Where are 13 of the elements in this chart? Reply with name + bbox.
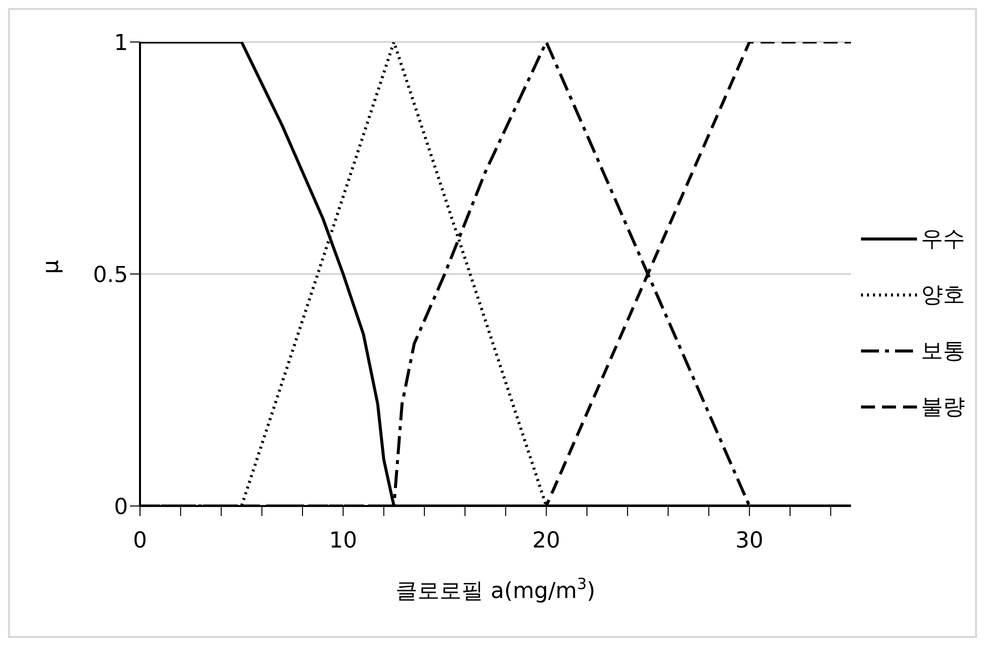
legend-label: 양호: [921, 282, 965, 310]
legend-label: 보통: [921, 338, 965, 366]
y-tick-label: 1: [114, 30, 128, 56]
x-tick-label: 20: [532, 528, 560, 554]
x-axis-title: 클로로필 a(mg/m$^{3}$): [396, 575, 596, 604]
y-axis-title: μ: [38, 260, 64, 274]
y-tick-label: 0: [114, 494, 128, 520]
legend-label: 불량: [921, 394, 965, 422]
x-tick-label: 0: [133, 528, 147, 554]
x-tick-label: 30: [735, 528, 764, 554]
y-tick-label: 0.5: [93, 262, 128, 288]
legend-label: 우수: [921, 226, 965, 254]
x-tick-label: 10: [329, 528, 358, 554]
